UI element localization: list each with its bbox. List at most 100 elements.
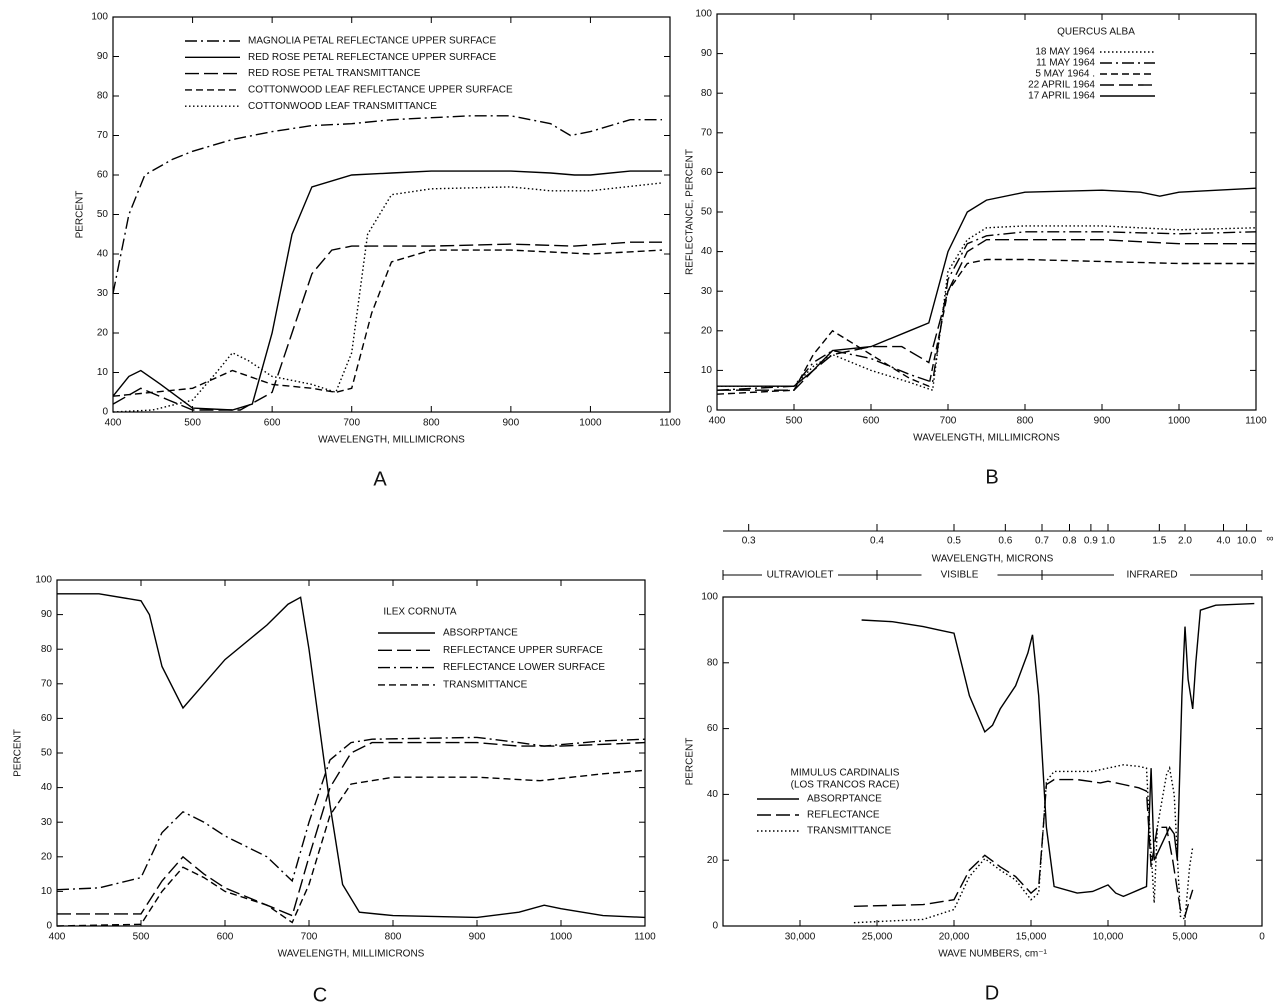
series-line [853,778,1194,918]
y-tick-label: 80 [707,657,719,668]
y-tick-label: 60 [97,170,109,181]
series-line [112,115,662,294]
series-line [861,602,1255,898]
series-line [56,769,646,927]
x2-tick-label: 1.0 [1101,536,1115,547]
x-tick-label: 600 [264,418,281,429]
series-line [716,231,1257,391]
y-tick-label: 50 [97,209,109,220]
legend-label: REFLECTANCE LOWER SURFACE [443,662,605,673]
x-tick-label: 500 [133,932,150,943]
x-tick-label: 30,000 [785,932,816,943]
series-line [56,736,646,891]
legend-label: ABSORPTANCE [807,794,882,805]
region-label-bg [921,569,998,581]
panel-label: D [985,982,999,1004]
series-line [717,187,1257,387]
x2-tick-label: 0.4 [870,536,884,547]
x-tick-label: 900 [503,418,520,429]
y-tick-label: 10 [41,886,53,897]
x2-tick-label: 0.8 [1063,536,1077,547]
y-tick-label: 70 [97,130,109,141]
legend-label: TRANSMITTANCE [443,680,528,691]
chart-title: ILEX CORNUTA [383,607,456,618]
y-tick-label: 80 [97,91,109,102]
x-tick-label: 400 [49,932,66,943]
x-tick-label: 600 [863,416,880,427]
series-line [112,170,662,411]
series-line [112,182,663,413]
x-tick-label: 1000 [550,932,573,943]
series-line [57,741,646,917]
region-label-bg [1114,569,1190,581]
y-tick-label: 100 [701,592,718,603]
x-tick-label: 10,000 [1093,932,1124,943]
legend-label: RED ROSE PETAL TRANSMITTANCE [248,68,421,79]
x2-tick-label: 10.0 [1237,536,1257,547]
x2-tick-label: 0.7 [1035,536,1049,547]
region-label-bg [762,569,838,581]
x-tick-label: 500 [786,416,803,427]
x-tick-label: 900 [469,932,486,943]
y-tick-label: 10 [701,365,713,376]
x2-tick-label: 0.9 [1084,536,1098,547]
region-label: ULTRAVIOLET [767,570,834,581]
plot-frame [722,596,1263,927]
y-tick-label: 100 [35,575,52,586]
chart-subtitle: (LOS TRANCOS RACE) [791,780,900,791]
y-axis-label: PERCENT [13,729,24,777]
plot-frame [716,13,1257,411]
x-tick-label: 800 [423,418,440,429]
y-tick-label: 0 [102,407,108,418]
y-tick-label: 70 [41,678,53,689]
x-tick-label: 800 [385,932,402,943]
y-tick-label: 90 [41,609,53,620]
series-line [112,249,663,397]
panel-label: B [985,466,998,488]
legend-label: TRANSMITTANCE [807,826,892,837]
y-tick-label: 0 [706,405,712,416]
y-tick-label: 20 [97,328,109,339]
x-tick-label: 600 [217,932,234,943]
chart-title: QUERCUS ALBA [1057,27,1135,38]
panel-label: A [373,468,387,490]
series-line [717,239,1256,391]
x-tick-label: 1000 [579,418,602,429]
y-tick-label: 50 [41,748,53,759]
series-line [853,764,1194,924]
y-axis-label: REFLECTANCE, PERCENT [685,149,696,275]
x-tick-label: 1100 [659,418,681,429]
y-tick-label: 90 [701,48,713,59]
y-tick-label: 90 [97,51,109,62]
y-tick-label: 10 [97,367,109,378]
x-tick-label: 400 [709,416,726,427]
x-tick-label: 5,000 [1172,932,1197,943]
legend-label: 18 MAY 1964 [1035,47,1095,58]
x-tick-label: 1100 [634,932,656,943]
y-tick-label: 60 [701,167,713,178]
y-tick-label: 20 [41,851,53,862]
legend-label: MAGNOLIA PETAL REFLECTANCE UPPER SURFACE [248,36,497,47]
x-tick-label: 20,000 [939,932,970,943]
x-tick-label: 400 [105,418,122,429]
y-axis-label: PERCENT [75,191,86,239]
legend-label: REFLECTANCE UPPER SURFACE [443,645,603,656]
series-line [716,258,1256,395]
y-tick-label: 60 [41,713,53,724]
x-axis-label: WAVELENGTH, MILLIMICRONS [278,949,425,960]
x-axis-label: WAVE NUMBERS, cm⁻¹ [938,949,1047,960]
x-tick-label: 15,000 [1016,932,1047,943]
x-tick-label: 700 [343,418,360,429]
y-tick-label: 0 [712,921,718,932]
x2-tick-label: 0.6 [998,536,1012,547]
x-axis-label: WAVELENGTH, MILLIMICRONS [913,433,1060,444]
x-tick-label: 0 [1259,932,1265,943]
region-label: VISIBLE [941,570,979,581]
x2-tick-label: 0.5 [947,536,961,547]
x-axis-label: WAVELENGTH, MILLIMICRONS [318,435,465,446]
legend-label: 17 APRIL 1964 [1028,91,1095,102]
series-line [57,593,646,919]
series-line [717,225,1257,392]
y-tick-label: 40 [701,246,713,257]
